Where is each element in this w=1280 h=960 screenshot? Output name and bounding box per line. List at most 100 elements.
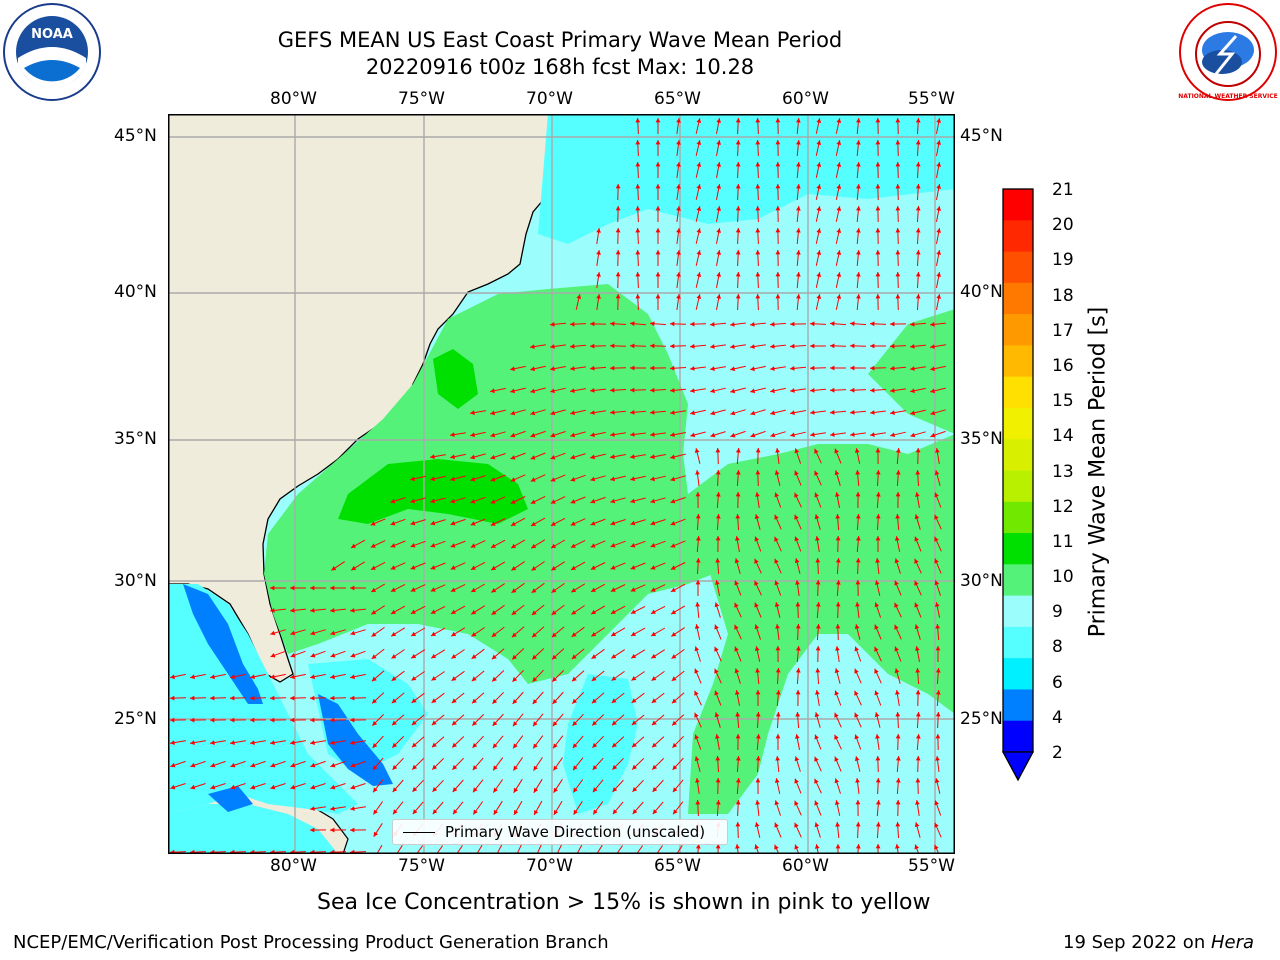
arrow-head: [915, 272, 921, 277]
arrow-head: [875, 778, 881, 783]
arrow-head: [856, 140, 861, 145]
arrow-head: [676, 228, 681, 233]
arrow-head: [695, 844, 701, 849]
arrow-head: [735, 514, 741, 519]
arrow-head: [696, 294, 702, 299]
arrow-head: [770, 410, 776, 416]
arrow-head: [190, 784, 196, 790]
arrow-head: [651, 676, 657, 681]
arrow-head: [632, 787, 638, 792]
arrow-head: [650, 321, 655, 327]
arrow-head: [250, 740, 255, 745]
arrow-head: [676, 294, 681, 299]
arrow-head: [676, 162, 681, 167]
arrow-head: [915, 668, 921, 673]
arrow-head: [250, 762, 256, 768]
arrow-head: [895, 272, 901, 277]
arrow-head: [371, 632, 377, 637]
arrow-head: [670, 388, 675, 393]
arrow-head: [511, 632, 517, 638]
arrow-head: [894, 558, 900, 564]
colorbar-tick: 2: [1052, 743, 1063, 763]
arrow-head: [170, 784, 176, 790]
arrow-head: [470, 410, 475, 415]
arrow-head: [834, 756, 839, 762]
arrow-head: [690, 410, 695, 416]
arrow-head: [735, 712, 741, 717]
arrow-head: [531, 521, 536, 526]
arrow-head: [934, 778, 940, 784]
arrow-head: [755, 492, 760, 497]
arrow-head: [570, 366, 575, 371]
arrow-head: [875, 272, 881, 277]
noaa-text: NOAA: [31, 27, 73, 42]
period-6-8-north: [538, 114, 955, 244]
arrow-head: [836, 118, 842, 123]
arrow-head: [734, 602, 739, 608]
arrow-head: [890, 366, 895, 371]
colorbar-segment: [1003, 376, 1033, 409]
arrow-head: [572, 721, 578, 726]
arrow-head: [810, 432, 815, 437]
arrow-head: [572, 698, 578, 704]
arrow-head: [450, 476, 456, 482]
arrow-head: [810, 365, 815, 371]
arrow-head: [750, 344, 755, 349]
arrow-shaft: [596, 844, 603, 854]
arrow-head: [935, 734, 941, 739]
nws-logo: NATIONAL WEATHER SERVICE: [1178, 3, 1278, 101]
arrow-head: [432, 742, 437, 748]
arrow-head: [774, 778, 780, 783]
arrow-head: [630, 387, 635, 393]
arrow-head: [890, 321, 895, 327]
arrow-head: [631, 676, 637, 681]
arrow-head: [511, 588, 517, 593]
arrow-head: [310, 784, 316, 790]
arrow-head: [794, 800, 799, 806]
lon-bottom-70: 70°W: [526, 856, 573, 876]
arrow-head: [714, 646, 719, 652]
arrow-head: [350, 806, 355, 811]
arrow-head: [755, 734, 761, 739]
arrow-head: [511, 543, 517, 549]
arrow-head: [870, 343, 875, 349]
arrow-head: [715, 514, 721, 519]
noaa-logo: NOAA: [3, 3, 101, 101]
arrow-head: [611, 698, 617, 703]
arrow-head: [930, 322, 935, 327]
arrow-head: [710, 432, 716, 438]
arrow-head: [775, 250, 781, 255]
arrow-head: [610, 410, 615, 415]
arrow-head: [836, 162, 842, 167]
arrow-head: [610, 565, 616, 570]
arrow-head: [815, 624, 821, 629]
arrow-head: [250, 784, 256, 790]
arrow-head: [592, 765, 598, 770]
arrow-head: [936, 184, 941, 189]
arrow-head: [870, 365, 875, 371]
arrow-head: [774, 558, 779, 564]
arrow-head: [270, 674, 275, 680]
arrow-head: [735, 140, 741, 145]
arrow-head: [854, 734, 860, 740]
lat-right-35: 35°N: [960, 429, 1003, 449]
arrow-head: [915, 206, 921, 211]
arrow-head: [553, 809, 559, 815]
colorbar-segment: [1003, 626, 1033, 659]
arrow-head: [630, 365, 635, 371]
arrow-head: [412, 742, 417, 748]
arrow-head: [672, 720, 677, 726]
arrow-head: [714, 690, 719, 696]
arrow-shaft: [376, 844, 383, 854]
arrow-head: [735, 756, 741, 761]
arrow-head: [790, 366, 795, 371]
arrow-head: [430, 609, 436, 614]
arrow-head: [856, 272, 861, 277]
arrow-head: [895, 118, 901, 123]
arrow-head: [410, 565, 416, 570]
arrow-head: [775, 184, 781, 189]
arrow-head: [493, 809, 499, 815]
arrow-head: [770, 432, 776, 438]
arrow-head: [710, 388, 715, 394]
arrow-head: [910, 388, 915, 394]
